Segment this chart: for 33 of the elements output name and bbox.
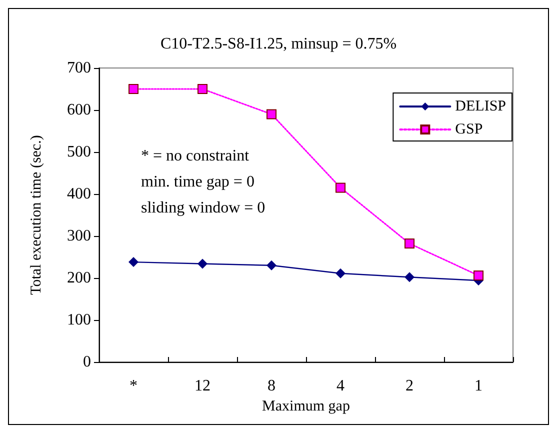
x-tick-label: * [130, 378, 138, 394]
point [128, 84, 138, 94]
annotation: * = no constraint [141, 148, 250, 164]
y-tick-label: 300 [67, 228, 91, 244]
point [336, 182, 346, 193]
x-tick-label: 4 [336, 378, 344, 394]
x-tick-label: 12 [194, 378, 210, 394]
point [198, 258, 208, 269]
point [474, 270, 484, 280]
annotation: sliding window = 0 [141, 200, 266, 216]
y-tick-label: 700 [67, 60, 91, 76]
x-axis-title: Maximum gap [262, 398, 350, 414]
y-tick-label: 400 [67, 186, 91, 202]
chart-title: C10-T2.5-S8-I1.25, minsup = 0.75% [160, 36, 397, 52]
annotation: min. time gap = 0 [141, 174, 254, 190]
legend-label: DELISP [455, 98, 506, 114]
y-axis-title: Total execution time (sec.) [28, 135, 44, 295]
y-tick-label: 200 [67, 270, 91, 286]
y-tick-label: 0 [83, 354, 91, 370]
x-tick-label: 2 [406, 378, 414, 394]
y-tick-label: 600 [67, 102, 91, 118]
y-tick-label: 500 [67, 144, 91, 160]
point [336, 268, 346, 278]
point [128, 257, 138, 268]
legend-label: GSP [455, 122, 483, 138]
point [404, 238, 414, 249]
x-tick-label: 8 [268, 378, 276, 394]
point [266, 109, 276, 120]
point [198, 84, 208, 94]
y-tick-label: 100 [67, 312, 91, 328]
x-tick-label: 1 [474, 378, 482, 394]
point [404, 272, 414, 282]
point [266, 260, 276, 270]
